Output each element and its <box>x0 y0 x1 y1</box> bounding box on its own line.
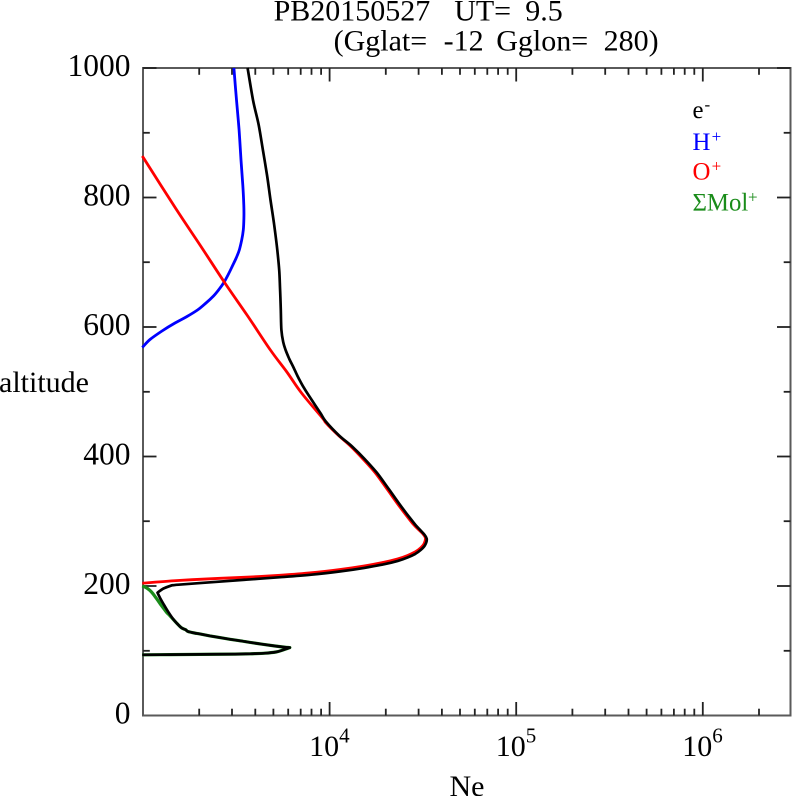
svg-text:10: 10 <box>309 730 339 763</box>
svg-text:10: 10 <box>682 730 712 763</box>
svg-text:altitude: altitude <box>0 366 89 399</box>
svg-text:400: 400 <box>83 436 130 471</box>
svg-text:9.5: 9.5 <box>525 0 563 28</box>
svg-text:e: e <box>693 97 704 124</box>
svg-text:1000: 1000 <box>68 48 131 83</box>
svg-text:4: 4 <box>339 724 350 748</box>
svg-text:200: 200 <box>83 566 130 601</box>
svg-text:10: 10 <box>496 730 526 763</box>
svg-text:280): 280) <box>604 24 659 57</box>
svg-text:0: 0 <box>115 695 131 730</box>
svg-text:-12: -12 <box>444 24 484 57</box>
svg-text:H: H <box>693 129 711 156</box>
svg-text:O: O <box>693 159 711 186</box>
svg-text:+: + <box>712 157 722 176</box>
svg-text:UT=: UT= <box>454 0 511 28</box>
svg-text:PB20150527: PB20150527 <box>274 0 431 28</box>
svg-text:Ne: Ne <box>450 770 485 796</box>
svg-text:6: 6 <box>712 724 723 748</box>
svg-text:Gglon=: Gglon= <box>496 24 588 57</box>
svg-text:5: 5 <box>526 724 537 748</box>
svg-text:ΣMol: ΣMol <box>693 189 749 216</box>
svg-text:+: + <box>748 187 758 206</box>
svg-text:(Gglat=: (Gglat= <box>334 24 428 57</box>
svg-text:600: 600 <box>83 307 130 342</box>
svg-text:+: + <box>712 127 722 146</box>
svg-text:-: - <box>705 95 711 114</box>
svg-text:800: 800 <box>83 177 130 212</box>
